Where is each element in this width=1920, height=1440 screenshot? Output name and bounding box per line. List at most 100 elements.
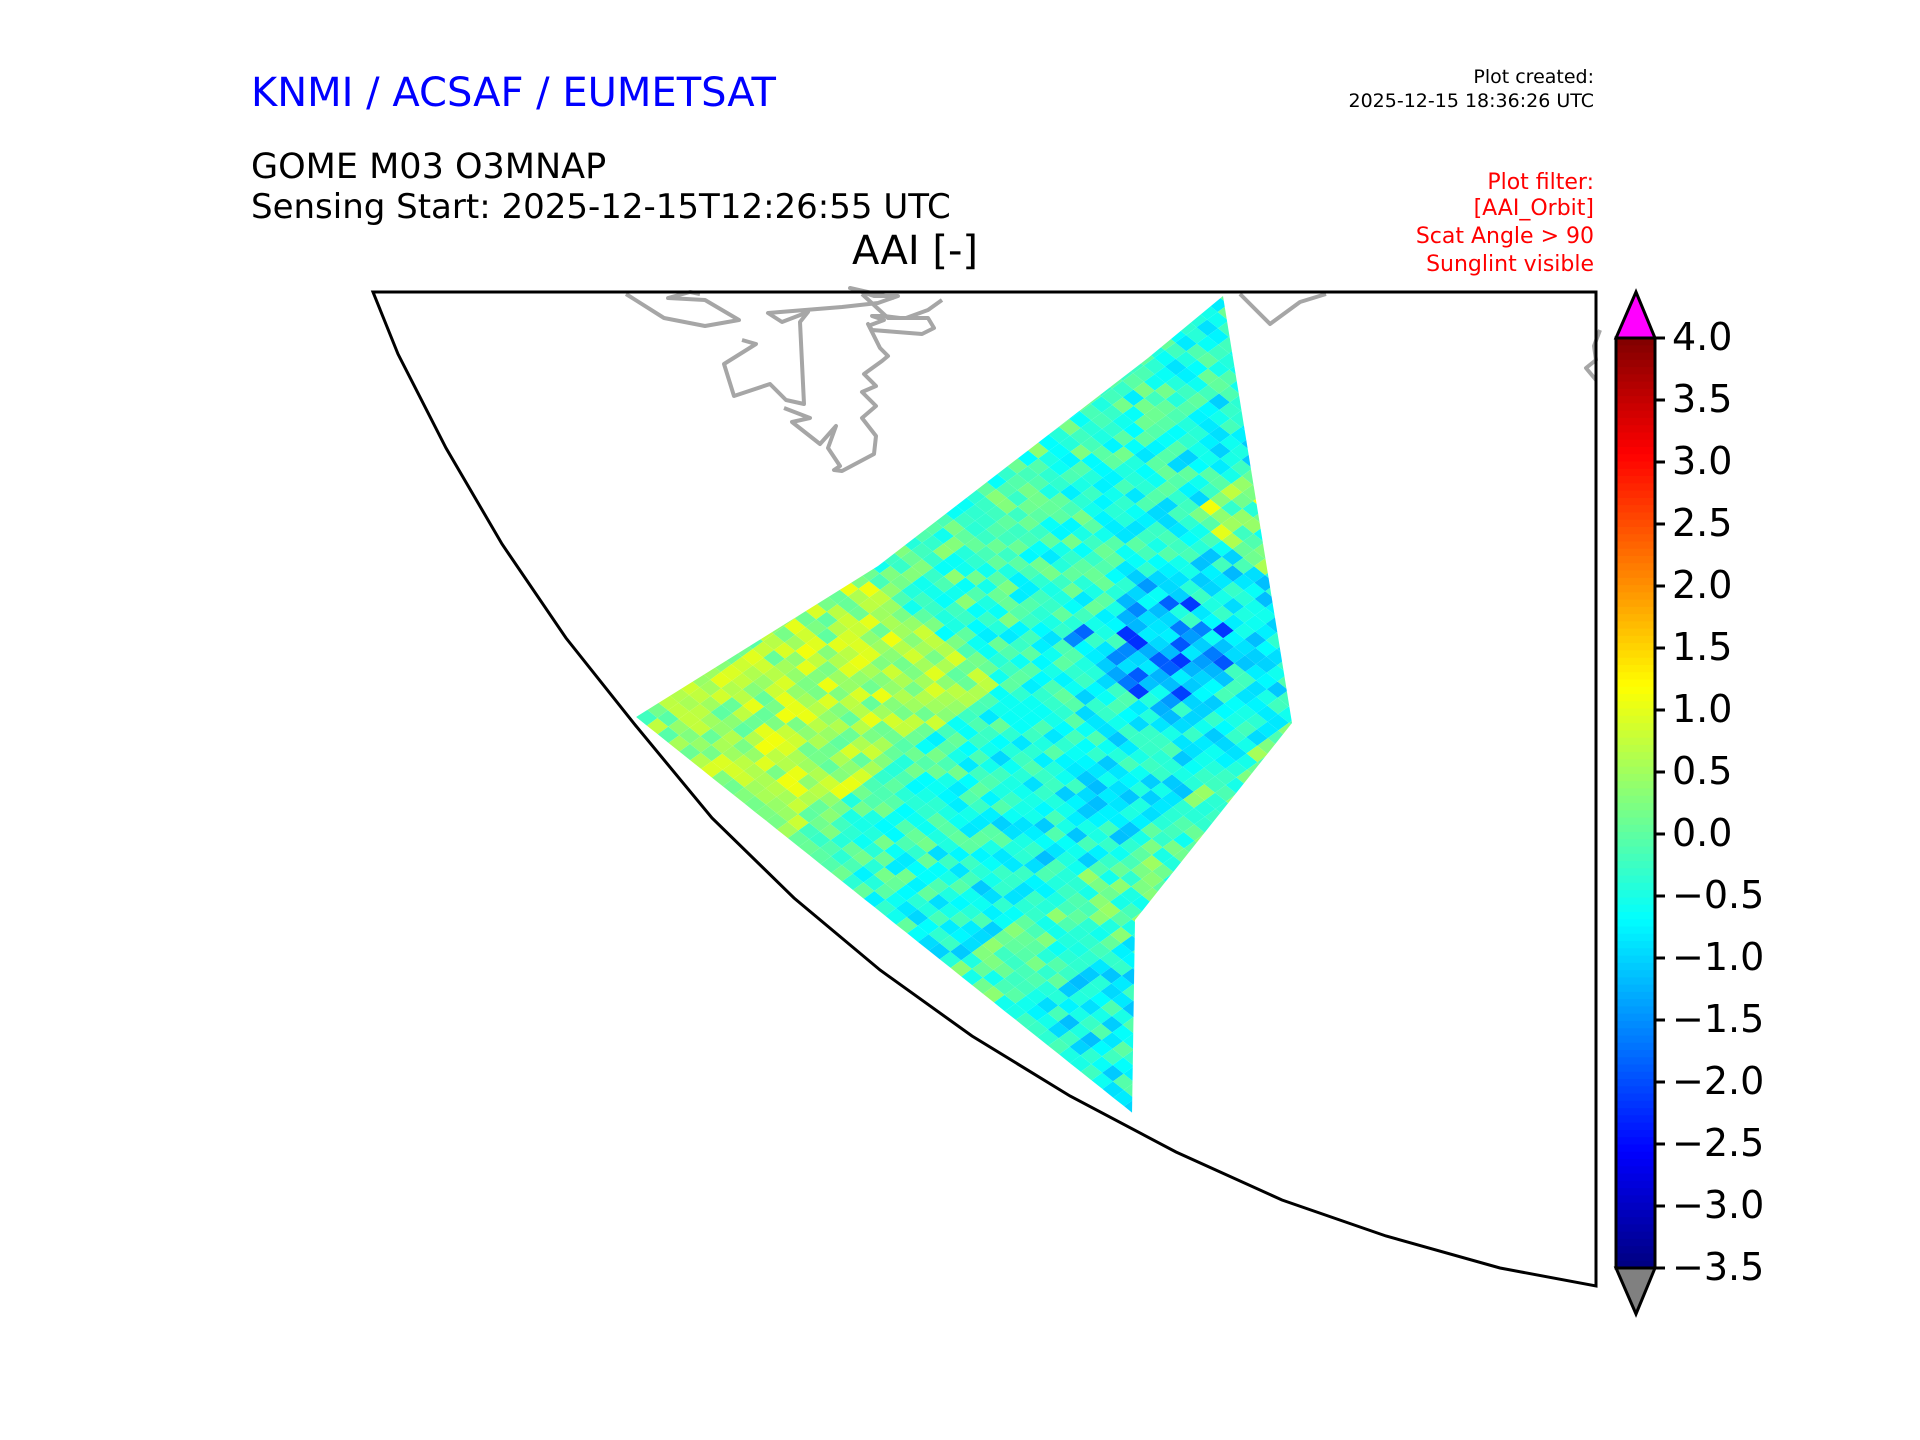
- swath-pixel: [1212, 654, 1235, 671]
- swath-pixel: [1316, 415, 1337, 431]
- swath-pixel: [1293, 960, 1314, 976]
- swath-pixel: [1375, 768, 1396, 784]
- swath-pixel: [1224, 695, 1246, 713]
- swath-pixel: [1045, 858, 1067, 875]
- swath-pixel: [1169, 636, 1192, 653]
- swath-pixel: [1344, 824, 1365, 840]
- swath-pixel: [1525, 775, 1546, 791]
- swath-pixel: [1127, 683, 1150, 700]
- swath-pixel: [838, 645, 860, 662]
- swath-pixel: [1291, 845, 1292, 862]
- swath-pixel: [1521, 547, 1543, 563]
- swath-pixel: [1197, 352, 1219, 369]
- colorbar-bin: [1616, 832, 1655, 840]
- swath-pixel: [1298, 593, 1319, 609]
- swath-pixel: [1372, 556, 1393, 572]
- swath-pixel: [1232, 557, 1255, 574]
- swath-pixel: [1544, 629, 1566, 645]
- swath-pixel: [1014, 946, 1036, 964]
- swath-pixel: [953, 512, 976, 529]
- swath-pixel: [1363, 694, 1384, 710]
- swath-pixel: [1132, 976, 1155, 994]
- swath-pixel: [1062, 631, 1085, 648]
- swath-pixel: [1266, 681, 1289, 698]
- swath-pixel: [1174, 880, 1196, 898]
- swath-pixel: [1345, 889, 1366, 905]
- swath-pixel: [1268, 795, 1291, 812]
- swath-pixel: [1185, 905, 1207, 923]
- swath-pixel: [1426, 583, 1448, 599]
- swath-pixel: [1113, 1090, 1135, 1107]
- swath-pixel: [668, 702, 690, 719]
- swath-pixel: [1291, 861, 1292, 879]
- swath-pixel: [950, 960, 972, 977]
- swath-pixel: [1094, 624, 1117, 641]
- swath-pixel: [1459, 625, 1480, 641]
- swath-pixel: [1004, 954, 1026, 971]
- swath-pixel: [893, 737, 915, 754]
- swath-pixel: [915, 787, 937, 804]
- swath-pixel: [1302, 854, 1324, 870]
- colorbar-bin: [1616, 367, 1655, 375]
- swath-pixel: [1263, 453, 1285, 470]
- swath-pixel: [1332, 750, 1353, 766]
- swath-pixel: [1460, 690, 1481, 706]
- swath-pixel: [1420, 868, 1441, 884]
- swath-pixel: [752, 657, 775, 674]
- swath-pixel: [1384, 614, 1405, 630]
- swath-pixel: [1312, 798, 1333, 814]
- swath-pixel: [1514, 734, 1535, 750]
- swath-pixel: [1554, 589, 1575, 605]
- swath-pixel: [1117, 707, 1139, 724]
- swath-pixel: [1041, 614, 1063, 631]
- swath-pixel: [1149, 684, 1171, 701]
- swath-pixel: [1018, 547, 1040, 565]
- swath-pixel: [1393, 541, 1414, 557]
- swath-pixel: [1113, 446, 1135, 463]
- swath-pixel: [1250, 974, 1272, 991]
- swath-pixel: [1066, 827, 1088, 844]
- swath-pixel: [1291, 878, 1292, 895]
- swath-pixel: [1449, 682, 1470, 698]
- swath-pixel: [1083, 567, 1105, 584]
- swath-pixel: [1425, 534, 1446, 550]
- swath-pixel: [1456, 478, 1477, 494]
- colorbar-bin: [1616, 933, 1655, 942]
- swath-pixel: [668, 719, 690, 736]
- swath-pixel: [1249, 941, 1272, 958]
- swath-pixel: [905, 811, 927, 828]
- swath-pixel: [1189, 523, 1211, 540]
- swath-pixel: [1386, 760, 1407, 776]
- swath-pixel: [1101, 404, 1124, 422]
- swath-pixel: [1154, 977, 1176, 995]
- swath-pixel: [1316, 447, 1338, 463]
- swath-pixel: [1395, 671, 1417, 687]
- swath-pixel: [881, 680, 903, 697]
- swath-pixel: [1473, 846, 1494, 862]
- swath-pixel: [1274, 494, 1292, 511]
- swath-pixel: [981, 904, 1004, 921]
- swath-pixel: [1185, 954, 1208, 972]
- swath-pixel: [1151, 814, 1173, 831]
- swath-pixel: [1136, 561, 1158, 578]
- swath-pixel: [1469, 601, 1490, 617]
- swath-pixel: [1357, 930, 1378, 946]
- swath-pixel: [1283, 405, 1292, 422]
- swath-pixel: [1576, 590, 1597, 606]
- swath-pixel: [1276, 592, 1292, 609]
- swath-pixel: [1299, 659, 1320, 675]
- swath-pixel: [975, 513, 997, 530]
- swath-pixel: [1409, 827, 1430, 843]
- swath-pixel: [1071, 542, 1094, 559]
- swath-pixel: [1420, 884, 1441, 900]
- swath-pixel: [1057, 965, 1080, 982]
- swath-pixel: [997, 579, 1020, 596]
- swath-pixel: [1113, 462, 1135, 479]
- swath-pixel: [1272, 396, 1292, 413]
- swath-pixel: [1136, 577, 1159, 594]
- swath-pixel: [959, 838, 981, 855]
- swath-pixel: [1123, 422, 1145, 439]
- swath-pixel: [883, 810, 906, 827]
- swath-pixel: [1095, 673, 1117, 690]
- swath-pixel: [1004, 970, 1026, 988]
